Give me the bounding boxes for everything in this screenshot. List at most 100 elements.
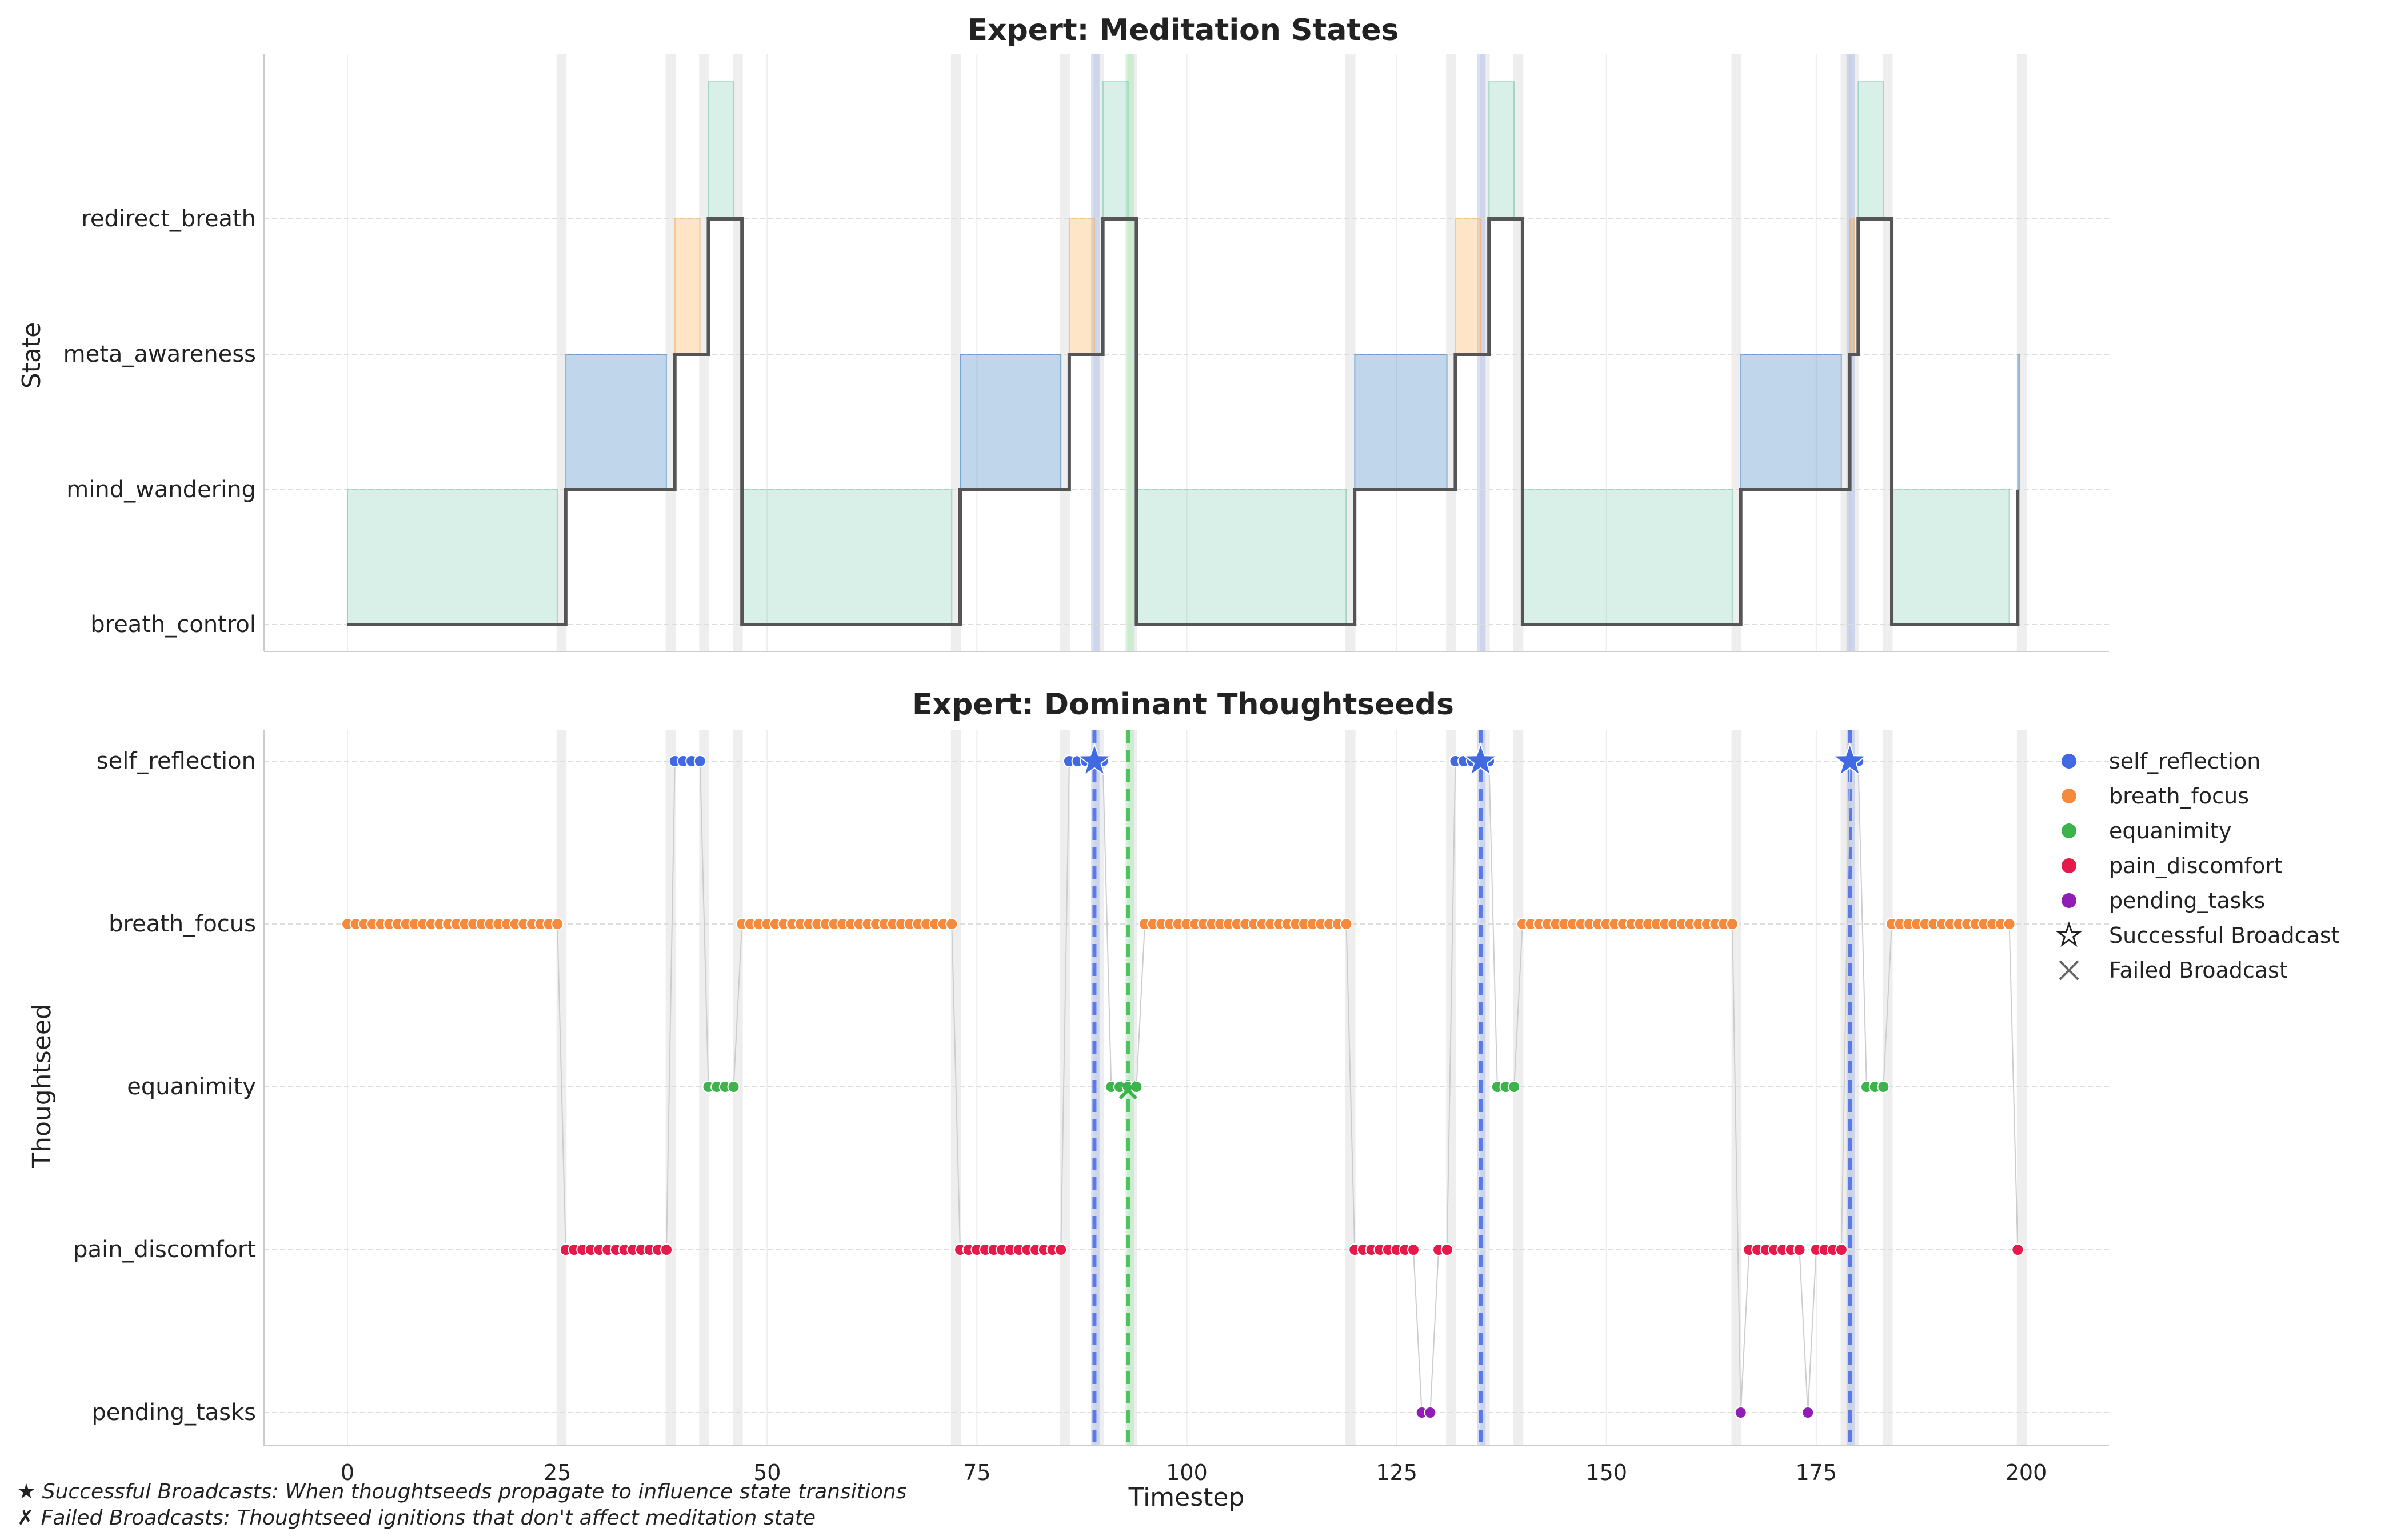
pending_tasks-point bbox=[1734, 1406, 1747, 1419]
state-step-path bbox=[347, 217, 2020, 626]
y-tick-labels: pending_tasks pain_discomfort equanimity br… bbox=[73, 748, 256, 1426]
x-tick-label: 0 bbox=[341, 1460, 354, 1485]
legend-label: Failed Broadcast bbox=[2109, 958, 2288, 983]
wander-fill bbox=[1354, 354, 1448, 490]
x-tick-label: 150 bbox=[1585, 1460, 1627, 1485]
y-tick-label: mind_wandering bbox=[66, 477, 256, 503]
axes bbox=[263, 730, 2109, 1446]
y-tick-label: breath_control bbox=[90, 611, 256, 638]
successful-broadcast-star bbox=[1076, 742, 1113, 777]
equanimity-point bbox=[1508, 1081, 1521, 1093]
legend-label: self_reflection bbox=[2109, 749, 2260, 774]
transition-band bbox=[1840, 54, 1851, 651]
sequence-connector bbox=[347, 761, 2019, 1413]
chart-title: Expert: Meditation States bbox=[968, 13, 1399, 47]
legend-label: pain_discomfort bbox=[2109, 853, 2283, 878]
wander-fill bbox=[1740, 354, 1842, 490]
transition-band bbox=[665, 730, 676, 1446]
equanimity-point bbox=[1877, 1081, 1890, 1093]
breath-fill bbox=[1891, 489, 2010, 625]
redirect-fill bbox=[1857, 81, 1884, 219]
footnote-success: ★ Successful Broadcasts: When thoughtsee… bbox=[17, 1480, 906, 1503]
x-tick-label: 75 bbox=[963, 1460, 990, 1485]
self_reflection-point bbox=[693, 755, 706, 767]
y-tick-label: pain_discomfort bbox=[73, 1237, 256, 1263]
successful-broadcast-star bbox=[1832, 742, 1868, 777]
pain_discomfort-point bbox=[1054, 1243, 1068, 1256]
x-tick-labels: 0 25 50 75 100 125 150 175 200 bbox=[341, 1460, 2047, 1485]
transition-band bbox=[1060, 54, 1070, 651]
pain_discomfort-point bbox=[1793, 1243, 1806, 1256]
legend-label: pending_tasks bbox=[2109, 888, 2265, 913]
legend-label: Successful Broadcast bbox=[2109, 923, 2339, 948]
legend-marker bbox=[2062, 893, 2076, 908]
y-axis-label: Thoughtseed bbox=[27, 1003, 57, 1169]
pain_discomfort-point bbox=[1407, 1243, 1420, 1256]
gridlines bbox=[264, 730, 2109, 1446]
states-panel: breath_control mind_wandering meta_awarene… bbox=[17, 13, 2109, 652]
legend-x-icon bbox=[2059, 960, 2079, 981]
axes bbox=[263, 54, 2109, 652]
equanimity-point bbox=[727, 1081, 740, 1093]
connector-line bbox=[347, 761, 2019, 1413]
meta-fill bbox=[674, 218, 701, 355]
breath_focus-point bbox=[2003, 918, 2016, 930]
breath-fill bbox=[741, 489, 953, 625]
breath_focus-point bbox=[551, 918, 564, 930]
transition-band bbox=[2016, 730, 2027, 1446]
transition-bands bbox=[556, 54, 2027, 651]
legend-label: equanimity bbox=[2109, 818, 2231, 843]
breath-fill bbox=[347, 489, 558, 625]
legend-marker bbox=[2062, 858, 2076, 873]
redirect-fill bbox=[1102, 81, 1129, 219]
transition-band bbox=[1060, 730, 1070, 1446]
redirect-fill bbox=[1488, 81, 1515, 219]
breath-fill bbox=[1136, 489, 1347, 625]
legend-marker bbox=[2062, 823, 2076, 838]
y-tick-label: breath_focus bbox=[109, 911, 256, 937]
pending_tasks-point bbox=[1801, 1406, 1815, 1419]
legend: self_reflection breath_focus equanimity pai… bbox=[2055, 749, 2339, 983]
y-tick-label: meta_awareness bbox=[63, 341, 256, 367]
transition-band bbox=[1446, 54, 1456, 651]
legend-star-icon bbox=[2055, 921, 2083, 947]
x-tick-label: 200 bbox=[2006, 1460, 2047, 1485]
wander-fill bbox=[565, 354, 668, 490]
legend-marker bbox=[2062, 754, 2076, 769]
wander-fill bbox=[960, 354, 1062, 490]
pain_discomfort-point bbox=[2011, 1243, 2024, 1256]
meta-fill bbox=[1455, 218, 1481, 355]
y-tick-labels: breath_control mind_wandering meta_awarene… bbox=[63, 206, 256, 638]
meta-fill bbox=[1068, 218, 1095, 355]
transition-band bbox=[665, 54, 676, 651]
broadcast-markers bbox=[1076, 742, 1868, 1100]
failed-broadcast-x bbox=[1118, 1081, 1137, 1100]
breath_focus-point bbox=[945, 918, 958, 930]
pending_tasks-point bbox=[1424, 1406, 1437, 1419]
breath_focus-point bbox=[1726, 918, 1739, 930]
y-tick-label: self_reflection bbox=[97, 748, 256, 774]
x-tick-label: 175 bbox=[1796, 1460, 1837, 1485]
x-axis-label: Timestep bbox=[1128, 1483, 1245, 1512]
breath-fill bbox=[1521, 489, 1733, 625]
transition-band bbox=[1731, 730, 1742, 1446]
legend-marker bbox=[2062, 789, 2076, 803]
y-tick-label: pending_tasks bbox=[91, 1399, 256, 1426]
y-tick-label: redirect_breath bbox=[81, 206, 256, 232]
wander-fill bbox=[2017, 354, 2020, 490]
pain_discomfort-point bbox=[660, 1243, 673, 1256]
pain_discomfort-point bbox=[1440, 1243, 1453, 1256]
pain_discomfort-point bbox=[1835, 1243, 1848, 1256]
chart-title: Expert: Dominant Thoughtseeds bbox=[912, 687, 1454, 722]
breath_focus-point bbox=[1340, 918, 1353, 930]
redirect-fill bbox=[708, 81, 734, 219]
x-tick-label: 100 bbox=[1166, 1460, 1208, 1485]
legend-label: breath_focus bbox=[2109, 783, 2249, 809]
state-fills bbox=[347, 81, 2020, 625]
transition-bands bbox=[556, 730, 2027, 1446]
y-tick-label: equanimity bbox=[127, 1074, 256, 1100]
x-tick-label: 25 bbox=[544, 1460, 571, 1485]
footnote-failed: ✗ Failed Broadcasts: Thoughtseed ignitio… bbox=[17, 1506, 816, 1530]
successful-broadcast-star bbox=[1462, 742, 1499, 777]
